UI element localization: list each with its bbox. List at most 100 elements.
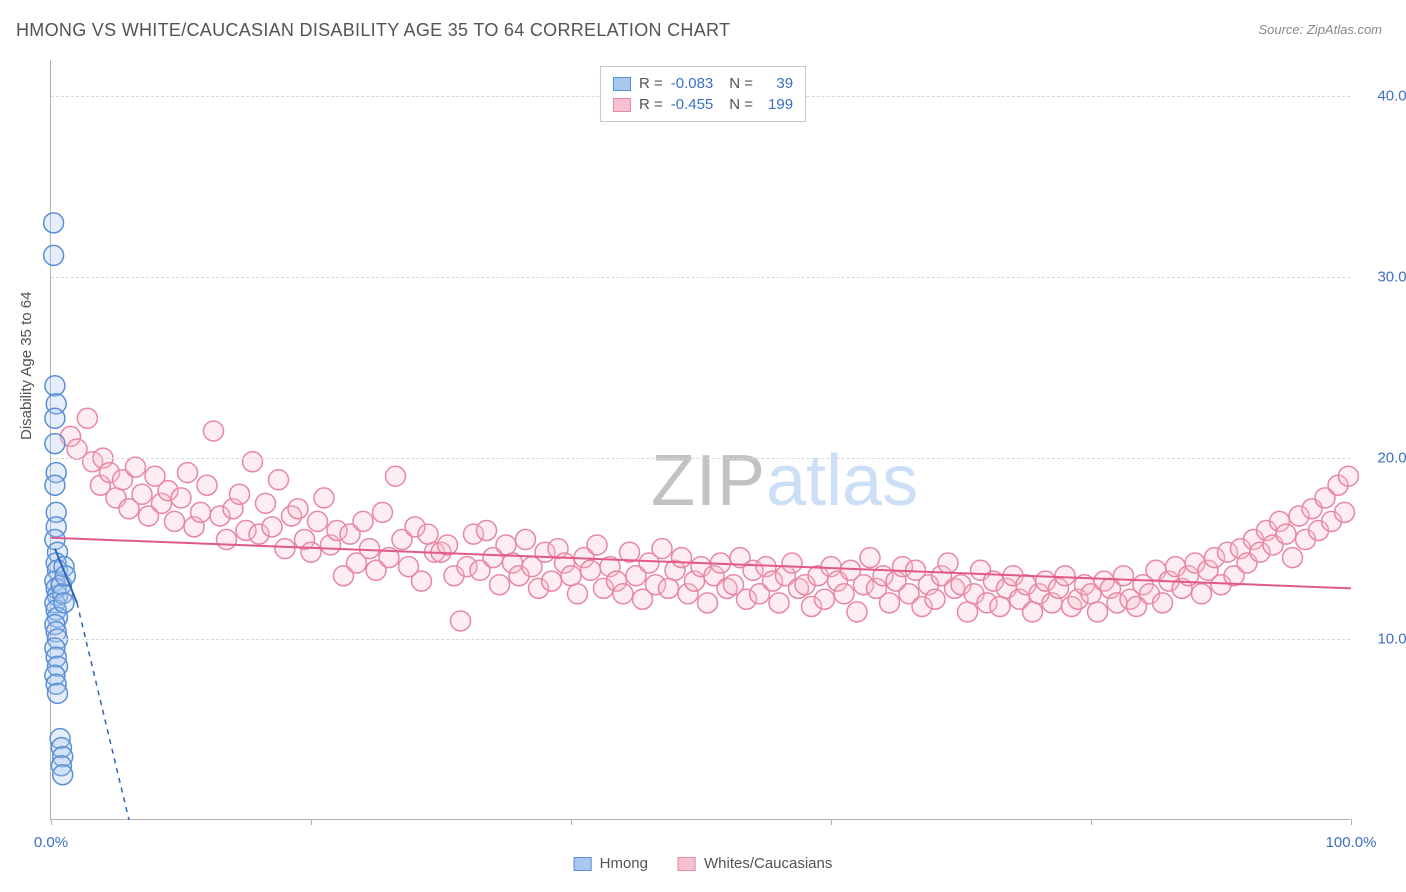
scatter-point — [386, 466, 406, 486]
scatter-point — [44, 245, 64, 265]
y-tick-label: 20.0% — [1377, 450, 1406, 467]
scatter-point — [613, 584, 633, 604]
scatter-point — [477, 520, 497, 540]
gridline — [51, 639, 1350, 640]
scatter-point — [698, 593, 718, 613]
correlation-legend: R = -0.083 N = 39 R = -0.455 N = 199 — [600, 66, 806, 122]
scatter-point — [938, 553, 958, 573]
scatter-point — [672, 548, 692, 568]
plot-svg — [51, 60, 1350, 819]
plot-area: ZIPatlas 10.0%20.0%30.0%40.0%0.0%100.0% — [50, 60, 1350, 820]
scatter-point — [373, 502, 393, 522]
scatter-point — [288, 499, 308, 519]
source-attribution: Source: ZipAtlas.com — [1258, 22, 1382, 37]
scatter-point — [815, 589, 835, 609]
x-tick — [1091, 819, 1092, 825]
scatter-point — [652, 539, 672, 559]
scatter-point — [1153, 593, 1173, 613]
scatter-point — [256, 493, 276, 513]
scatter-point — [44, 213, 64, 233]
scatter-point — [860, 548, 880, 568]
scatter-point — [53, 765, 73, 785]
scatter-point — [275, 539, 295, 559]
scatter-point — [490, 575, 510, 595]
r-label: R = — [639, 75, 663, 92]
legend-item-hmong: Hmong — [574, 855, 648, 872]
scatter-point — [353, 511, 373, 531]
scatter-point — [262, 517, 282, 537]
legend-row-whites: R = -0.455 N = 199 — [613, 94, 793, 115]
scatter-point — [769, 593, 789, 613]
swatch-whites — [613, 98, 631, 112]
trend-line-extension — [77, 603, 129, 820]
scatter-point — [191, 502, 211, 522]
scatter-point — [126, 457, 146, 477]
y-tick-label: 30.0% — [1377, 269, 1406, 286]
legend-item-whites: Whites/Caucasians — [678, 855, 832, 872]
legend-label-whites: Whites/Caucasians — [704, 855, 832, 872]
chart-title: HMONG VS WHITE/CAUCASIAN DISABILITY AGE … — [16, 20, 730, 41]
scatter-point — [165, 511, 185, 531]
y-tick-label: 40.0% — [1377, 88, 1406, 105]
n-value-hmong: 39 — [761, 75, 793, 92]
x-tick — [831, 819, 832, 825]
x-tick-label: 0.0% — [34, 834, 68, 851]
scatter-point — [77, 408, 97, 428]
scatter-point — [45, 434, 65, 454]
series-legend: Hmong Whites/Caucasians — [574, 855, 833, 872]
scatter-point — [542, 571, 562, 591]
swatch-hmong — [613, 77, 631, 91]
gridline — [51, 458, 1350, 459]
scatter-point — [451, 611, 471, 631]
scatter-point — [314, 488, 334, 508]
scatter-point — [418, 524, 438, 544]
r-value-hmong: -0.083 — [671, 75, 714, 92]
scatter-point — [561, 566, 581, 586]
scatter-point — [782, 553, 802, 573]
scatter-point — [48, 683, 68, 703]
n-label: N = — [729, 96, 753, 113]
n-value-whites: 199 — [761, 96, 793, 113]
correlation-chart: HMONG VS WHITE/CAUCASIAN DISABILITY AGE … — [0, 0, 1406, 892]
legend-label-hmong: Hmong — [600, 855, 648, 872]
scatter-point — [958, 602, 978, 622]
scatter-point — [847, 602, 867, 622]
scatter-point — [45, 408, 65, 428]
scatter-point — [269, 470, 289, 490]
n-label: N = — [729, 75, 753, 92]
scatter-point — [412, 571, 432, 591]
scatter-point — [204, 421, 224, 441]
x-tick — [311, 819, 312, 825]
scatter-point — [171, 488, 191, 508]
scatter-point — [925, 589, 945, 609]
x-tick-label: 100.0% — [1326, 834, 1377, 851]
scatter-point — [587, 535, 607, 555]
scatter-point — [1114, 566, 1134, 586]
scatter-point — [230, 484, 250, 504]
scatter-point — [659, 578, 679, 598]
scatter-point — [243, 452, 263, 472]
y-axis-title: Disability Age 35 to 64 — [18, 292, 35, 440]
scatter-point — [45, 376, 65, 396]
scatter-point — [178, 463, 198, 483]
r-value-whites: -0.455 — [671, 96, 714, 113]
scatter-point — [1088, 602, 1108, 622]
scatter-point — [360, 539, 380, 559]
x-tick — [51, 819, 52, 825]
scatter-point — [990, 596, 1010, 616]
scatter-point — [581, 560, 601, 580]
x-tick — [571, 819, 572, 825]
scatter-point — [568, 584, 588, 604]
scatter-point — [217, 530, 237, 550]
scatter-point — [1283, 548, 1303, 568]
y-tick-label: 10.0% — [1377, 631, 1406, 648]
swatch-whites — [678, 857, 696, 871]
scatter-point — [1338, 466, 1358, 486]
scatter-point — [197, 475, 217, 495]
x-tick — [1351, 819, 1352, 825]
scatter-point — [1023, 602, 1043, 622]
scatter-point — [1335, 502, 1355, 522]
scatter-point — [880, 593, 900, 613]
scatter-point — [1055, 566, 1075, 586]
swatch-hmong — [574, 857, 592, 871]
